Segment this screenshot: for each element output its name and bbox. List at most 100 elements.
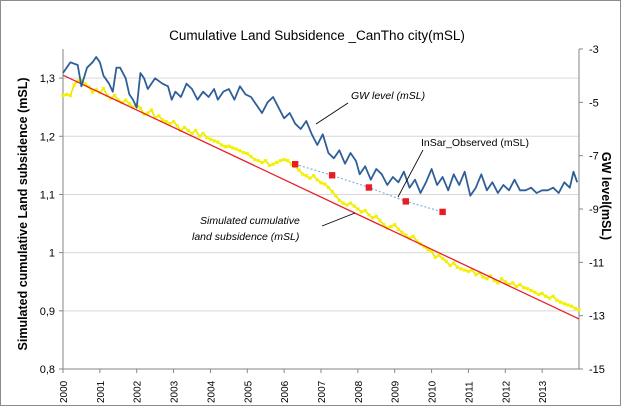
trend-line bbox=[62, 74, 580, 320]
simulated-subsidence-point bbox=[153, 116, 157, 120]
simulated-subsidence-point bbox=[518, 283, 522, 287]
simulated-subsidence-point bbox=[301, 172, 305, 176]
simulated-subsidence-point bbox=[400, 230, 404, 234]
simulated-subsidence-point bbox=[164, 120, 168, 124]
simulated-subsidence-point bbox=[404, 233, 408, 237]
simulated-subsidence-point bbox=[577, 308, 581, 312]
simulated-subsidence-point bbox=[459, 267, 463, 271]
simulated-subsidence-point bbox=[452, 261, 456, 265]
x-tick-label: 2006 bbox=[280, 380, 291, 403]
simulated-subsidence-point bbox=[216, 140, 220, 144]
simulated-subsidence-point bbox=[345, 203, 349, 207]
simulated-subsidence-point bbox=[522, 285, 526, 290]
x-tick-label: 2011 bbox=[464, 381, 475, 403]
simulated-subsidence-point bbox=[352, 204, 356, 208]
x-tick-label: 2012 bbox=[501, 380, 512, 403]
simulated-subsidence-point bbox=[396, 227, 400, 231]
simulated-subsidence-point bbox=[544, 294, 548, 298]
x-tick-label: 2004 bbox=[206, 380, 217, 403]
simulated-subsidence-point bbox=[374, 215, 378, 219]
simulated-subsidence-point bbox=[271, 162, 275, 166]
simulated-subsidence-point bbox=[507, 283, 511, 287]
simulated-subsidence-point bbox=[113, 93, 117, 98]
simulated-subsidence-point bbox=[573, 306, 577, 311]
simulated-subsidence-point bbox=[146, 111, 150, 115]
simulated-subsidence-point bbox=[503, 280, 507, 284]
simulated-subsidence-point bbox=[175, 124, 179, 128]
simulated-subsidence-point bbox=[83, 82, 87, 86]
simulated-subsidence-point bbox=[172, 120, 176, 124]
y2-tick-label: -9 bbox=[589, 204, 599, 216]
gw-label-leader bbox=[315, 102, 349, 125]
simulated-subsidence-point bbox=[168, 121, 172, 126]
simulated-subsidence-point bbox=[485, 277, 489, 281]
simulated-subsidence-point bbox=[514, 284, 518, 288]
simulated-subsidence-point bbox=[415, 239, 419, 243]
simulated-subsidence-point bbox=[264, 159, 268, 163]
simulated-subsidence-point bbox=[76, 79, 80, 83]
simulated-label-line1: Simulated cumulative bbox=[200, 215, 300, 227]
simulated-subsidence-point bbox=[389, 224, 393, 229]
simulated-subsidence-point bbox=[65, 92, 69, 96]
simulated-subsidence-point bbox=[562, 302, 566, 306]
simulated-subsidence-point bbox=[492, 279, 496, 283]
simulated-subsidence-point bbox=[496, 281, 500, 285]
insar-point bbox=[439, 208, 446, 216]
simulated-subsidence-point bbox=[378, 219, 382, 223]
y2-tick-label: -5 bbox=[589, 97, 599, 109]
simulated-subsidence-point bbox=[238, 149, 242, 153]
x-tick-label: 2010 bbox=[428, 380, 439, 403]
simulated-subsidence-point bbox=[551, 294, 555, 298]
y2-tick-label: -15 bbox=[589, 364, 605, 376]
simulated-subsidence-point bbox=[500, 277, 504, 281]
simulated-subsidence-point bbox=[253, 157, 257, 162]
simulated-subsidence-point bbox=[124, 98, 128, 102]
simulated-subsidence-point bbox=[330, 189, 334, 194]
y2-tick-label: -13 bbox=[589, 311, 605, 323]
simulated-subsidence-point bbox=[488, 274, 493, 278]
insar-point bbox=[402, 198, 409, 205]
simulated-subsidence-point bbox=[101, 87, 106, 91]
y2-tick-label: -7 bbox=[589, 151, 599, 163]
simulated-subsidence-point bbox=[205, 135, 209, 139]
gw-level-line bbox=[62, 56, 579, 197]
simulated-subsidence-point bbox=[242, 151, 246, 155]
simulated-subsidence-point bbox=[533, 290, 537, 294]
simulated-subsidence-point bbox=[319, 181, 323, 185]
simulated-subsidence-point bbox=[183, 125, 187, 130]
simulated-subsidence-point bbox=[444, 259, 448, 263]
simulated-subsidence-point bbox=[463, 268, 467, 272]
simulated-subsidence-point bbox=[536, 292, 541, 297]
simulated-subsidence-point bbox=[212, 139, 216, 143]
simulated-subsidence-point bbox=[131, 105, 135, 109]
simulated-subsidence-point bbox=[466, 269, 470, 273]
simulated-subsidence-point bbox=[348, 201, 353, 205]
simulated-subsidence-point bbox=[540, 291, 544, 295]
x-tick-label: 2008 bbox=[354, 380, 365, 403]
simulated-subsidence-point bbox=[559, 300, 563, 304]
simulated-subsidence-point bbox=[422, 245, 426, 249]
simulated-subsidence-point bbox=[282, 157, 286, 162]
x-tick-label: 2003 bbox=[170, 380, 181, 403]
simulated-subsidence-point bbox=[382, 223, 386, 227]
x-tick-label: 2009 bbox=[391, 380, 402, 403]
simulated-subsidence-point bbox=[297, 168, 301, 172]
simulated-subsidence-point bbox=[234, 147, 238, 151]
simulated-subsidence-point bbox=[194, 128, 198, 133]
simulated-subsidence-point bbox=[286, 159, 290, 163]
y-tick-label: 0,9 bbox=[40, 306, 55, 318]
simulated-subsidence-point bbox=[149, 108, 154, 112]
simulated-subsidence-point bbox=[407, 236, 412, 240]
y-tick-label: 1,1 bbox=[40, 189, 55, 201]
simulated-subsidence-point bbox=[72, 83, 76, 87]
y-tick-label: 1,2 bbox=[40, 131, 55, 143]
simulated-subsidence-point bbox=[367, 213, 371, 217]
simulated-subsidence-point bbox=[326, 185, 330, 190]
simulated-subsidence-point bbox=[79, 78, 83, 82]
simulated-subsidence-point bbox=[359, 210, 364, 214]
simulated-subsidence-point bbox=[547, 296, 552, 300]
simulated-subsidence-point bbox=[157, 114, 161, 118]
